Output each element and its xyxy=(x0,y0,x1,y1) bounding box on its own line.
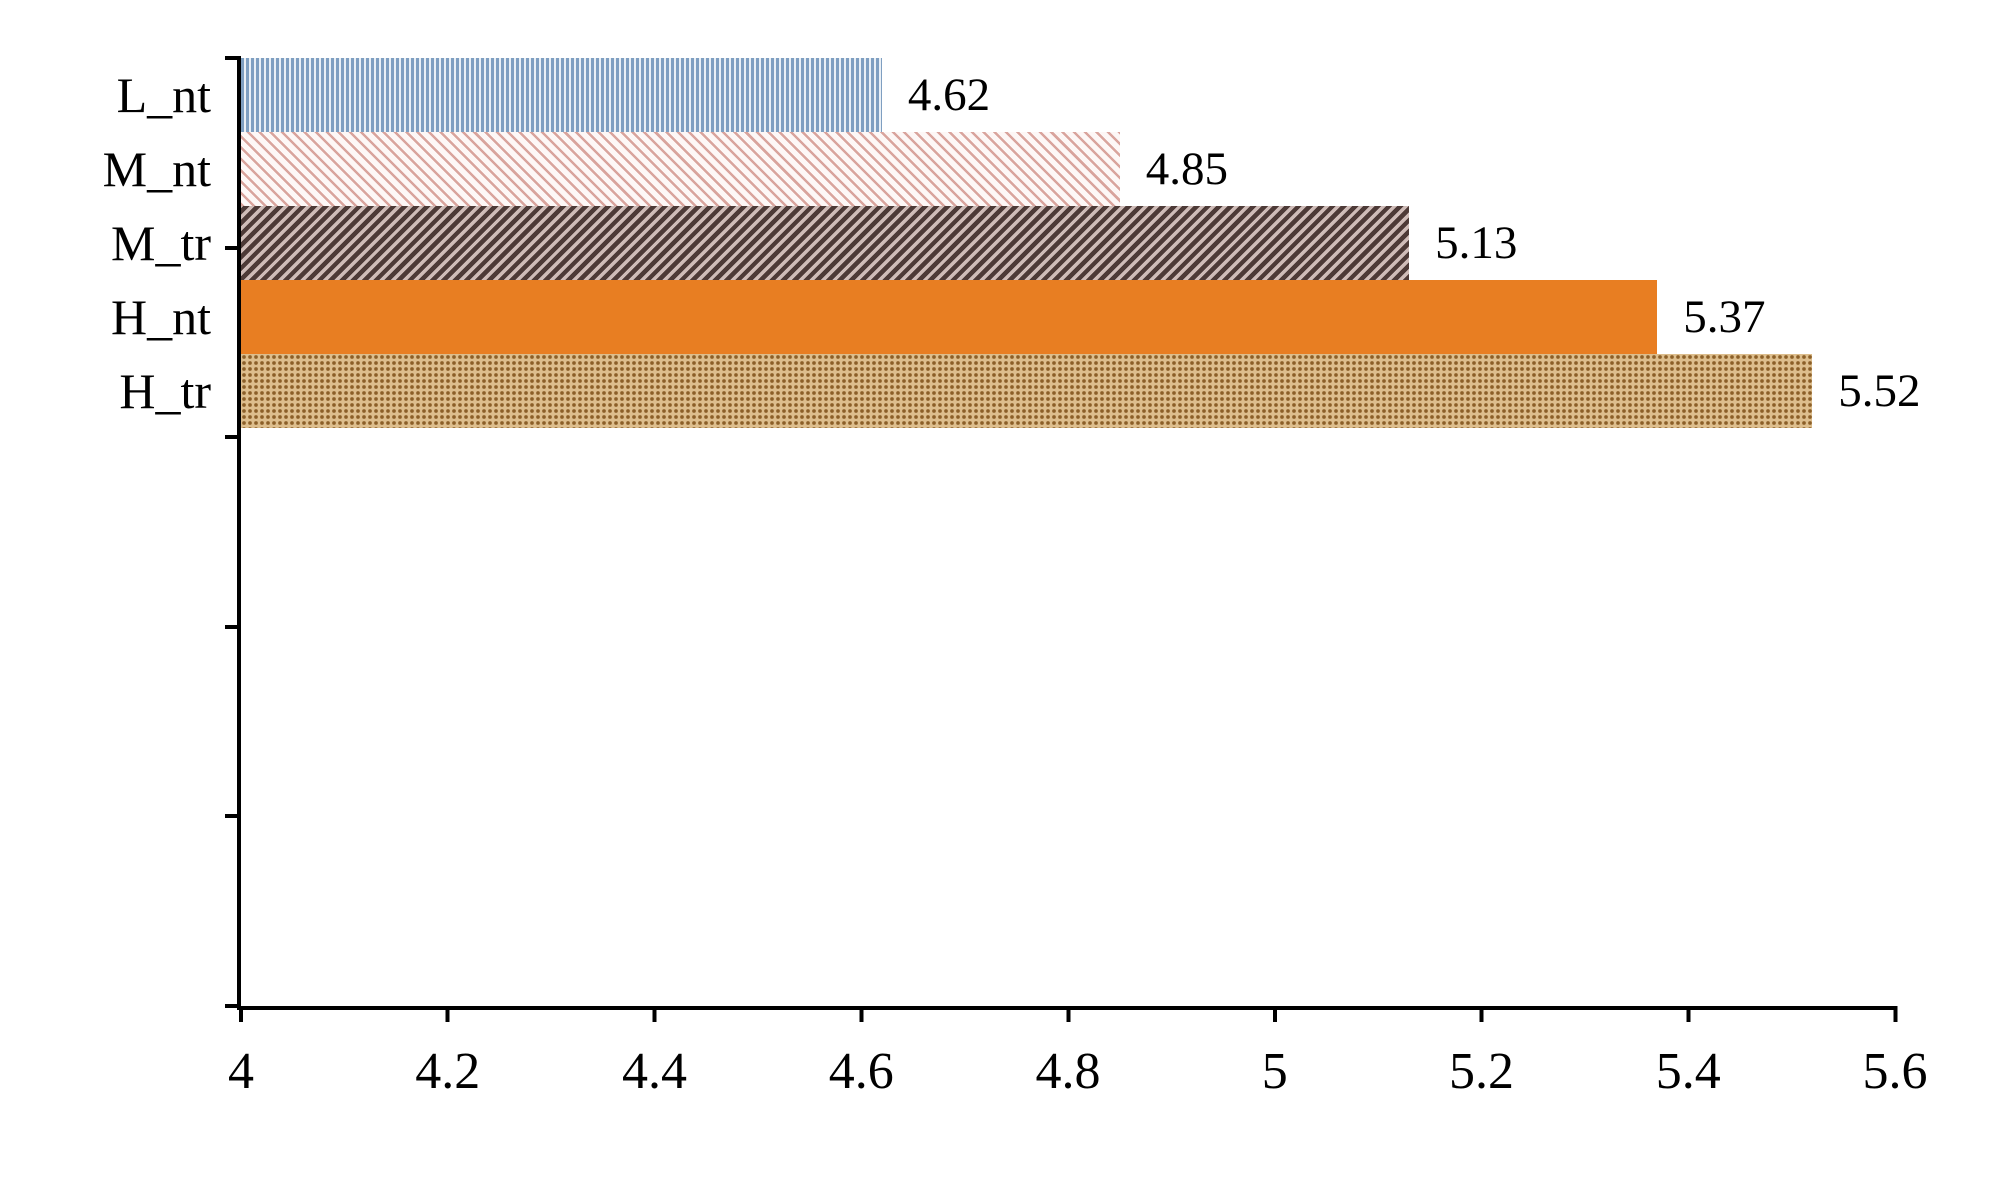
x-axis-tick-mark xyxy=(652,1006,657,1022)
value-label: 4.62 xyxy=(907,68,991,121)
x-axis-tick: 5.2 xyxy=(1449,1006,1514,1098)
category-label: H_nt xyxy=(111,289,211,345)
x-axis-tick: 4.6 xyxy=(829,1006,894,1098)
bar-row: M_nt 4.85 xyxy=(103,132,1895,206)
x-axis-tick-mark xyxy=(1272,1006,1277,1022)
value-label: 5.13 xyxy=(1435,216,1518,269)
x-axis-tick: 4.8 xyxy=(1036,1006,1101,1098)
category-label: H_tr xyxy=(119,363,211,419)
y-axis-tick xyxy=(225,1004,241,1008)
plot-area: L_nt 4.62 M_nt 4.85 M_tr 5.13 H_nt 5.37 H_tr 5.52… xyxy=(103,56,1928,1098)
bar-row: M_tr 5.13 xyxy=(111,206,1895,280)
x-axis-tick-mark xyxy=(1479,1006,1484,1022)
value-label: 5.52 xyxy=(1838,364,1921,417)
bar-rows: L_nt 4.62 M_nt 4.85 M_tr 5.13 H_nt 5.37 H_tr 5.52 xyxy=(103,58,1921,428)
x-axis-tick: 4.2 xyxy=(415,1006,480,1098)
x-axis-tick-label: 5 xyxy=(1261,1043,1288,1100)
y-axis-tick xyxy=(225,624,241,629)
x-axis-tick-label: 5.4 xyxy=(1655,1043,1721,1100)
x-axis-tick-label: 5.6 xyxy=(1862,1043,1928,1100)
category-label: M_tr xyxy=(111,215,211,271)
bar-M_tr xyxy=(241,206,1410,280)
x-axis-tick: 5 xyxy=(1262,1006,1288,1098)
x-axis-tick-mark xyxy=(859,1006,864,1022)
value-label: 5.37 xyxy=(1683,290,1766,343)
x-axis-tick-label: 4.8 xyxy=(1035,1043,1101,1100)
bar-row: H_tr 5.52 xyxy=(119,354,1921,428)
x-axis-tick-label: 5.2 xyxy=(1449,1043,1514,1100)
x-axis-tick: 4.4 xyxy=(622,1006,687,1098)
x-axis-tick-label: 4.2 xyxy=(415,1043,481,1100)
y-axis-tick xyxy=(225,435,241,440)
y-axis-tick xyxy=(225,245,241,250)
bar-row: H_nt 5.37 xyxy=(111,280,1895,354)
x-axis-tick: 5.6 xyxy=(1863,1006,1928,1098)
x-axis-tick-mark xyxy=(1893,1006,1897,1022)
category-label: L_nt xyxy=(116,67,211,123)
y-axis-tick xyxy=(225,56,241,60)
x-axis-tick-label: 4.6 xyxy=(828,1043,894,1100)
x-axis-tick: 4 xyxy=(228,1006,254,1098)
x-axis-tick-label: 4 xyxy=(228,1043,254,1100)
x-axis-tick-mark xyxy=(1686,1006,1691,1022)
category-label: M_nt xyxy=(102,141,211,197)
x-axis-tick-mark xyxy=(239,1006,243,1022)
value-label: 4.85 xyxy=(1145,142,1228,195)
bar-row: L_nt 4.62 xyxy=(117,58,1895,132)
y-axis-tick xyxy=(225,814,241,819)
x-axis-tick: 5.4 xyxy=(1656,1006,1721,1098)
bar-M_nt xyxy=(241,132,1120,206)
x-axis-tick-mark xyxy=(445,1006,450,1022)
x-axis-tick-label: 4.4 xyxy=(622,1043,687,1100)
bar-L_nt xyxy=(241,58,882,132)
bar-H_nt xyxy=(241,280,1658,354)
bar-H_tr xyxy=(241,354,1813,428)
x-axis-tick-mark xyxy=(1066,1006,1070,1022)
